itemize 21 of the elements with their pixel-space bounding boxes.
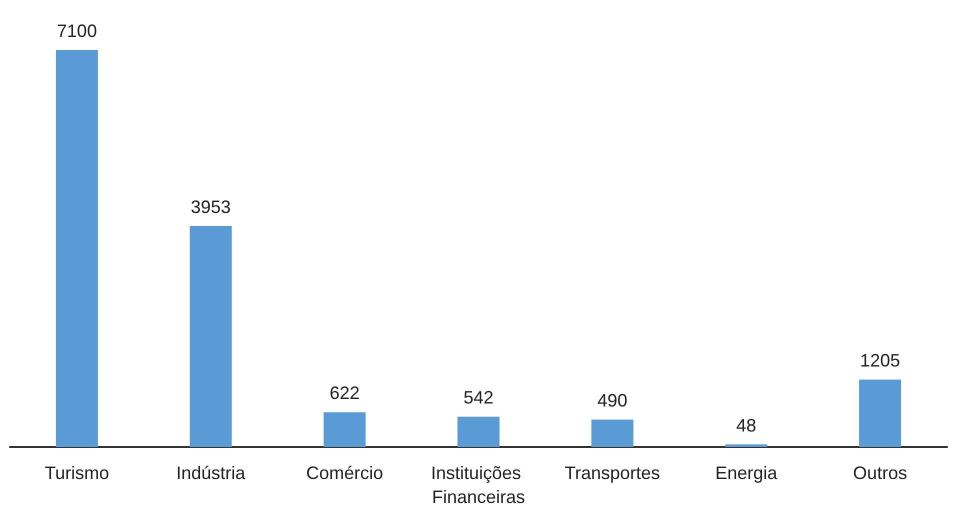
x-tick-label: Outros bbox=[853, 463, 908, 483]
data-label: 3953 bbox=[190, 196, 231, 217]
bar bbox=[324, 412, 366, 447]
bar bbox=[591, 420, 634, 447]
bar bbox=[725, 444, 768, 447]
bar bbox=[56, 50, 98, 447]
bar bbox=[859, 380, 902, 447]
x-tick-label: Energia bbox=[715, 463, 778, 483]
data-label: 1205 bbox=[860, 350, 900, 371]
x-tick-label: Comércio bbox=[306, 463, 384, 483]
data-label: 7100 bbox=[56, 21, 97, 41]
bar bbox=[190, 226, 232, 447]
data-label: 490 bbox=[597, 390, 628, 411]
x-tick-label: Instituições Financeiras bbox=[430, 463, 526, 507]
x-tick-label: Indústria bbox=[176, 463, 246, 483]
data-label: 48 bbox=[736, 415, 756, 436]
x-tick-label: Transportes bbox=[564, 463, 660, 483]
data-label: 622 bbox=[330, 383, 360, 404]
data-label: 542 bbox=[463, 388, 494, 408]
x-tick-label: Turismo bbox=[44, 463, 110, 483]
bar bbox=[458, 416, 500, 447]
